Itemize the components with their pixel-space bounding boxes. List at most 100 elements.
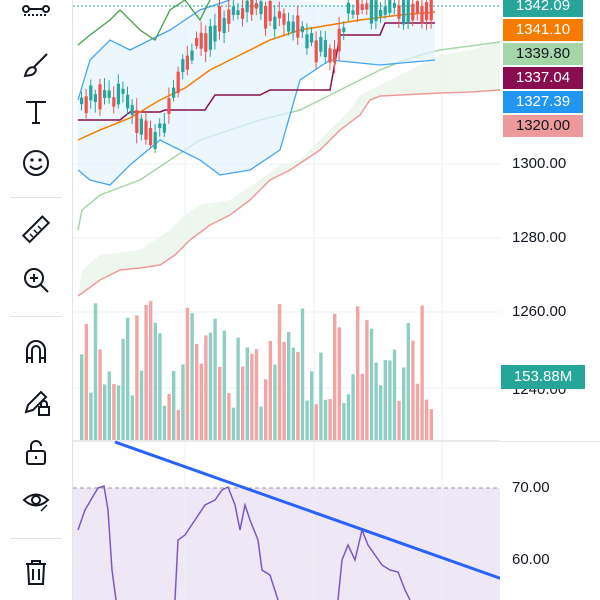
visibility-tool-button[interactable] [16,480,56,520]
ruler-icon [21,215,51,244]
candles [80,0,433,153]
ichimoku-cloud [78,42,500,296]
volume-bar [162,405,167,440]
trend-lines-tool-button[interactable] [16,0,56,22]
volume-bar [342,403,346,440]
lock-drawings-tool-button[interactable] [16,382,56,422]
volume-bar [227,393,231,440]
candle-body [195,37,199,47]
volume-bar [126,317,130,440]
volume-bar [259,406,263,440]
volume-bar [277,303,282,440]
ruler-tool-button[interactable] [16,210,56,250]
drawing-toolbar [0,0,73,600]
volume-bar [84,324,88,440]
volume-bar [429,409,433,440]
candle-body [351,10,355,15]
volume-bar [176,409,180,440]
eye-icon [22,493,50,512]
rsi-line [174,485,279,600]
candle-body [130,105,134,115]
candle-body [121,88,125,94]
price-tag-senkou-a: 1339.80 [503,43,583,65]
chikou-span [77,0,211,46]
candle-body [277,11,281,19]
rsi-axis[interactable] [500,442,600,600]
candle-body [337,28,341,52]
price-axis-tick: 1280.00 [512,229,567,246]
price-chart[interactable] [73,0,600,600]
senkou-span-b [77,89,501,297]
candle-body [406,0,410,24]
rsi-axis-tick: 70.00 [512,479,550,496]
magnet-tool-button[interactable] [16,332,56,372]
candle-body [365,3,369,10]
grid [73,0,500,600]
candle-body [172,87,176,98]
volume-bar [360,373,364,440]
volume-bar [282,341,286,440]
volume-bar [107,371,111,440]
volume-bar [369,328,374,440]
volume-bar [287,332,291,440]
zoom-in-tool-button[interactable] [16,260,56,300]
candle-body [93,94,97,103]
candle-body [80,97,84,105]
text-tool-button[interactable] [16,92,56,132]
candle-body [264,5,268,29]
kijun-sen [78,22,435,121]
brush-tool-button[interactable] [16,45,56,85]
unlock-icon [26,440,46,465]
candle-body [181,59,185,73]
candle-body [227,9,231,24]
emoji-tool-button[interactable] [16,143,56,183]
price-axis-tick: 1260.00 [512,303,567,320]
volume-bar [300,308,305,440]
volume-bar [264,379,268,440]
candle-body [135,110,139,133]
candle-body [98,84,102,110]
volume-bar [208,332,213,440]
candle-body [208,26,212,50]
candle-body [139,118,143,135]
volume-bar [296,352,300,440]
volume-bar [388,360,392,440]
candle-body [112,97,116,107]
candle-body [291,21,295,33]
candle-body [296,15,300,38]
volume-bar [112,384,116,440]
unlock-tool-button[interactable] [16,432,56,472]
volume-bar [135,315,139,440]
volume-bar [130,395,134,440]
trend-lines-icon [22,5,50,16]
volume-bar [241,366,245,440]
candle-body [314,40,318,63]
candle-body [310,33,314,43]
volume-bar [411,340,415,440]
volume-bar [365,320,369,440]
bollinger-fill [78,0,435,185]
candle-body [176,71,180,94]
volume-bar [273,364,277,440]
brush-icon [23,53,48,78]
trash-tool-button[interactable] [16,552,56,592]
candle-body [360,4,364,10]
smiley-icon [23,150,49,176]
candle-body [236,10,240,15]
candle-body [379,9,383,17]
candle-body [144,120,148,140]
volume-bar [181,364,185,440]
candle-body [392,3,396,8]
toolbar-separator [10,197,62,198]
trendline-drawing[interactable] [114,440,506,582]
volume-bar [190,313,194,440]
volume-bar [268,340,272,440]
volume-bar [356,306,360,440]
volume-bar [231,407,236,440]
volume-bar [392,349,397,440]
candle-body [356,0,360,15]
volume-bar [383,360,387,440]
volume-bar [402,367,406,440]
volume-bar [397,400,401,440]
candle-body [402,0,406,25]
